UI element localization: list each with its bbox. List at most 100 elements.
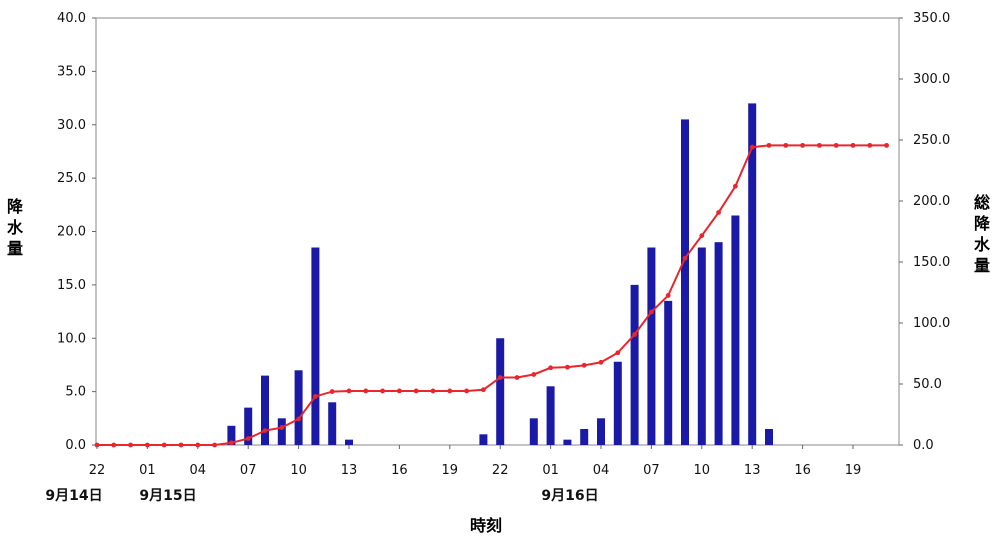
line-point — [346, 388, 352, 394]
x-tick-label: 13 — [341, 463, 358, 478]
line-point — [716, 210, 721, 215]
bar — [311, 247, 320, 445]
date-labels: 9月14日 9月15日 9月16日 — [45, 488, 598, 504]
bar — [294, 370, 303, 445]
line-point — [413, 388, 419, 394]
line-point — [212, 442, 218, 448]
y-tick-label: 40.0 — [57, 11, 86, 26]
y-tick-label: 25.0 — [57, 171, 86, 186]
line-point — [548, 365, 553, 371]
x-tick-label: 19 — [442, 463, 459, 478]
bar — [647, 247, 656, 445]
bar — [345, 439, 353, 445]
x-axis-title: 時刻 — [470, 516, 503, 535]
x-tick-label: 07 — [643, 463, 660, 478]
line-point — [464, 388, 469, 394]
x-tick-label: 22 — [89, 463, 106, 478]
x-tick-label: 01 — [139, 463, 156, 478]
x-axis-ticks: 22 01 04 07 10 13 16 19 22 01 04 07 10 13 16 19 — [89, 445, 862, 478]
bar — [261, 375, 269, 445]
bar — [244, 407, 253, 445]
line-point — [531, 372, 537, 377]
line-point — [632, 332, 637, 337]
cumulative-line — [97, 144, 887, 446]
line-point — [867, 142, 873, 148]
date-label: 9月14日 — [45, 488, 102, 504]
bar — [580, 428, 589, 445]
bar — [479, 434, 488, 445]
line-point — [430, 388, 436, 394]
y-tick-label: 20.0 — [57, 225, 86, 240]
x-tick-label: 16 — [794, 463, 811, 478]
bar — [529, 418, 538, 445]
line-point — [682, 255, 688, 261]
bar — [227, 425, 236, 445]
x-tick-label: 10 — [290, 463, 307, 478]
y-tick-label: 35.0 — [57, 64, 86, 79]
bar — [697, 247, 706, 445]
bar — [328, 402, 337, 445]
line-point — [497, 375, 503, 380]
y-tick-label: 15.0 — [57, 278, 86, 293]
x-tick-label: 10 — [694, 463, 711, 478]
bar — [748, 103, 757, 446]
x-tick-label: 16 — [391, 463, 408, 478]
line-point — [817, 142, 822, 148]
line-point — [783, 142, 789, 148]
x-tick-label: 04 — [190, 463, 207, 478]
line-point — [161, 442, 167, 448]
x-tick-label: 01 — [542, 463, 559, 478]
line-series — [94, 142, 889, 448]
right-axis-ticks: 0.0 50.0 100.0 150.0 200.0 250.0 300.0 350.0 — [899, 11, 950, 453]
y-tick-label: 5.0 — [65, 385, 86, 400]
y-tick-label: 30.0 — [57, 118, 86, 133]
x-tick-label: 07 — [240, 463, 257, 478]
y2-tick-label: 0.0 — [913, 438, 934, 453]
line-point — [178, 442, 184, 448]
bar — [277, 418, 286, 445]
y2-axis-title: 総降水量 — [973, 193, 990, 275]
line-point — [884, 142, 889, 148]
bar — [613, 361, 622, 445]
line-point — [649, 309, 654, 315]
line-point — [447, 388, 453, 394]
line-point — [111, 442, 117, 448]
line-point — [665, 293, 671, 298]
bar — [664, 300, 673, 445]
line-point — [363, 388, 369, 394]
bar — [597, 418, 605, 445]
x-tick-label: 04 — [593, 463, 610, 478]
line-point — [699, 233, 705, 239]
y2-tick-label: 300.0 — [913, 72, 950, 87]
line-point — [329, 389, 335, 394]
left-axis-ticks: 0.0 5.0 10.0 15.0 20.0 25.0 30.0 35.0 40.0 — [57, 11, 96, 453]
y-tick-label: 0.0 — [65, 438, 86, 453]
line-point — [397, 388, 402, 394]
y2-tick-label: 50.0 — [913, 377, 942, 392]
line-point — [296, 416, 301, 422]
bar — [681, 119, 689, 445]
bar — [630, 284, 639, 445]
line-point — [850, 142, 856, 148]
y2-tick-label: 100.0 — [913, 316, 950, 331]
line-point — [749, 144, 755, 150]
line-point — [313, 394, 318, 399]
bar — [546, 386, 555, 445]
line-point — [245, 436, 251, 441]
line-point — [514, 375, 520, 380]
line-point — [279, 425, 285, 430]
line-point — [615, 350, 621, 356]
bar-series — [227, 103, 773, 446]
x-tick-label: 22 — [492, 463, 509, 478]
x-tick-label: 13 — [744, 463, 761, 478]
y-tick-label: 10.0 — [57, 331, 86, 346]
date-label: 9月15日 — [139, 488, 196, 504]
line-point — [481, 387, 486, 393]
bar — [496, 338, 505, 445]
line-point — [128, 442, 134, 448]
x-tick-label: 19 — [845, 463, 862, 478]
line-point — [598, 359, 604, 365]
bar — [765, 428, 773, 445]
bar — [563, 439, 572, 445]
